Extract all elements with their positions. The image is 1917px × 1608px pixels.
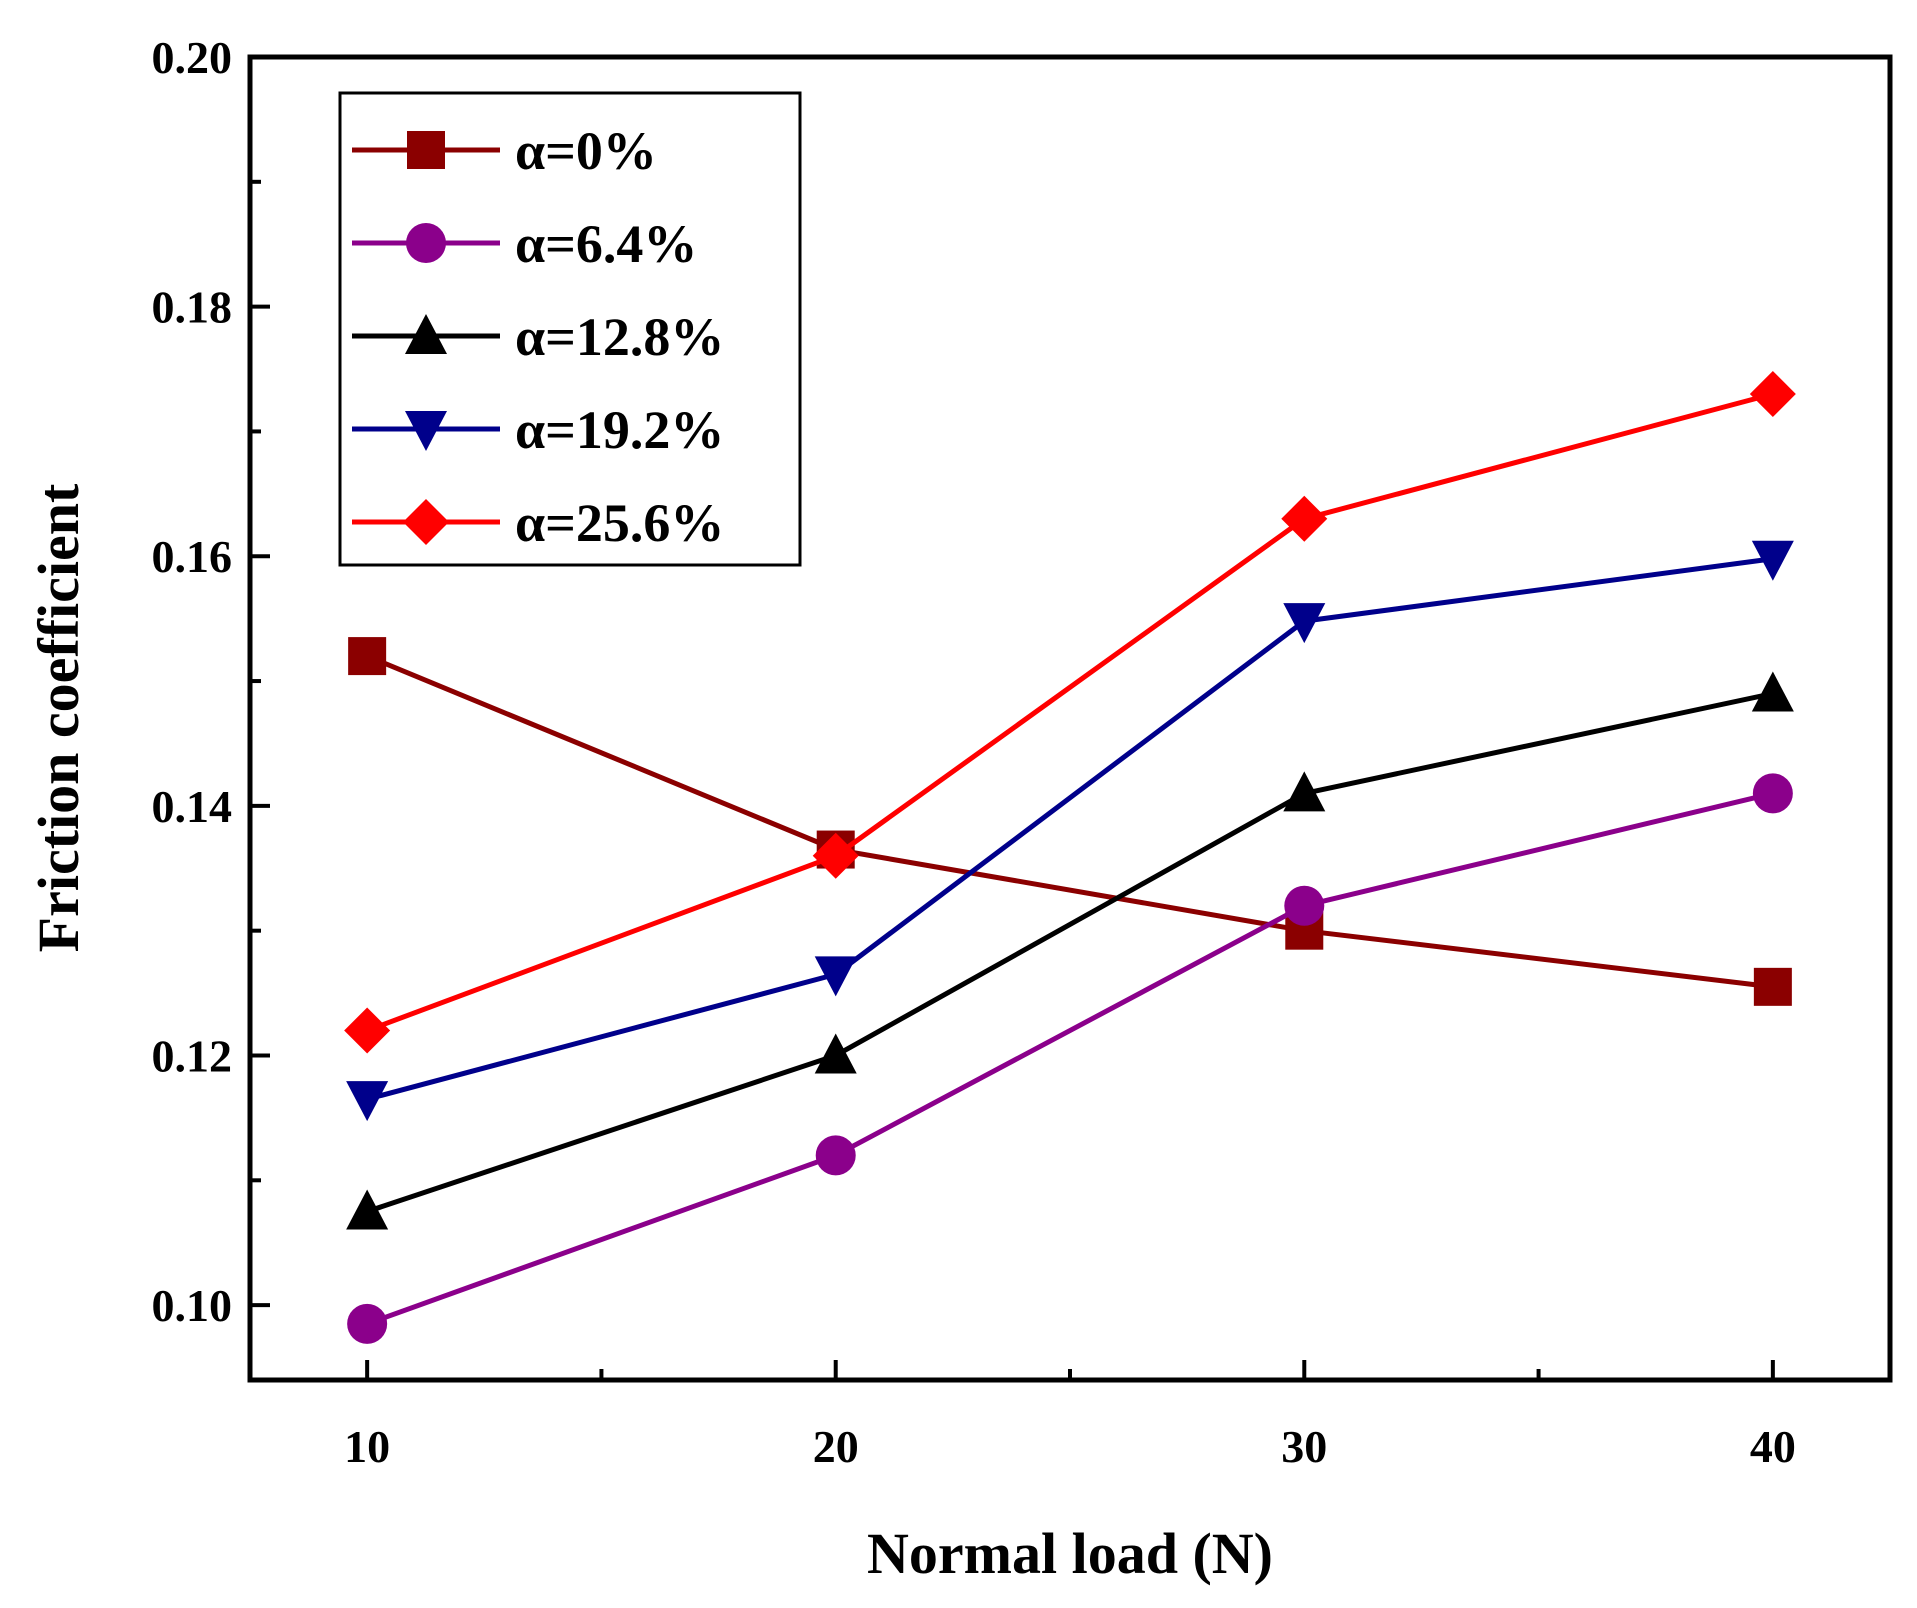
legend-label-0: α=0%: [515, 121, 657, 181]
data-point-s0-3: [1753, 967, 1792, 1006]
data-point-s1-0: [347, 1303, 388, 1344]
legend-label-3: α=19.2%: [515, 400, 724, 460]
legend-marker-4: [403, 499, 449, 545]
legend-label-2: α=12.8%: [515, 307, 724, 367]
data-point-s3-3: [1751, 540, 1794, 581]
x-tick-label-20: 20: [813, 1421, 859, 1472]
data-point-s4-2: [1281, 495, 1328, 542]
y-tick-label-0.16: 0.16: [152, 531, 233, 582]
legend: α=0% α=6.4% α=12.8% α=19.2% α=25.6%: [338, 91, 802, 567]
series-line-2: [366, 691, 1774, 1214]
series-2: [346, 671, 1794, 1230]
plot-frame: [247, 54, 1893, 1383]
y-tick-label-0.14: 0.14: [152, 781, 233, 832]
series-3: [346, 540, 1794, 1122]
data-point-s1-1: [815, 1135, 856, 1176]
series-0: [348, 637, 1792, 1006]
y-tick-label-0.10: 0.10: [152, 1280, 233, 1331]
data-point-s3-2: [1283, 603, 1326, 644]
data-point-s3-0: [346, 1081, 389, 1122]
data-point-s4-0: [344, 1007, 391, 1054]
series-layer: [344, 370, 1796, 1344]
legend-marker-0: [407, 131, 445, 169]
data-point-s3-1: [814, 956, 857, 997]
series-1: [347, 773, 1793, 1344]
y-tick-label-0.12: 0.12: [152, 1030, 233, 1081]
series-line-4: [366, 391, 1774, 1033]
legend-label-1: α=6.4%: [515, 214, 697, 274]
legend-marker-2: [405, 314, 447, 354]
series-line-3: [366, 556, 1774, 1102]
data-point-s2-2: [1283, 771, 1326, 812]
legend-marker-3: [405, 411, 447, 451]
x-axis-title: Normal load (N): [867, 1521, 1273, 1586]
legend-marker-1: [406, 223, 446, 263]
series-line-1: [366, 790, 1774, 1327]
legend-frame: [338, 91, 802, 567]
data-point-s4-3: [1749, 370, 1796, 417]
legend-label-4: α=25.6%: [515, 493, 724, 553]
data-point-s1-3: [1752, 773, 1793, 814]
data-point-s1-2: [1284, 885, 1325, 926]
y-tick-label-0.20: 0.20: [152, 32, 233, 83]
axis-ticks: 10 20 30 40 0.10 0.12 0.14 0.16 0.18 0.20: [152, 32, 1796, 1472]
data-point-s0-0: [348, 637, 387, 676]
data-point-s2-0: [346, 1189, 389, 1230]
y-tick-label-0.18: 0.18: [152, 282, 233, 333]
series-4: [344, 370, 1796, 1054]
series-line-0: [366, 653, 1774, 990]
y-axis-title: Friction coefficient: [26, 483, 91, 952]
data-point-s2-1: [814, 1033, 857, 1074]
x-tick-label-10: 10: [344, 1421, 390, 1472]
data-point-s2-3: [1751, 671, 1794, 712]
data-point-s4-1: [812, 832, 859, 879]
x-tick-label-30: 30: [1281, 1421, 1327, 1472]
x-tick-label-40: 40: [1750, 1421, 1796, 1472]
